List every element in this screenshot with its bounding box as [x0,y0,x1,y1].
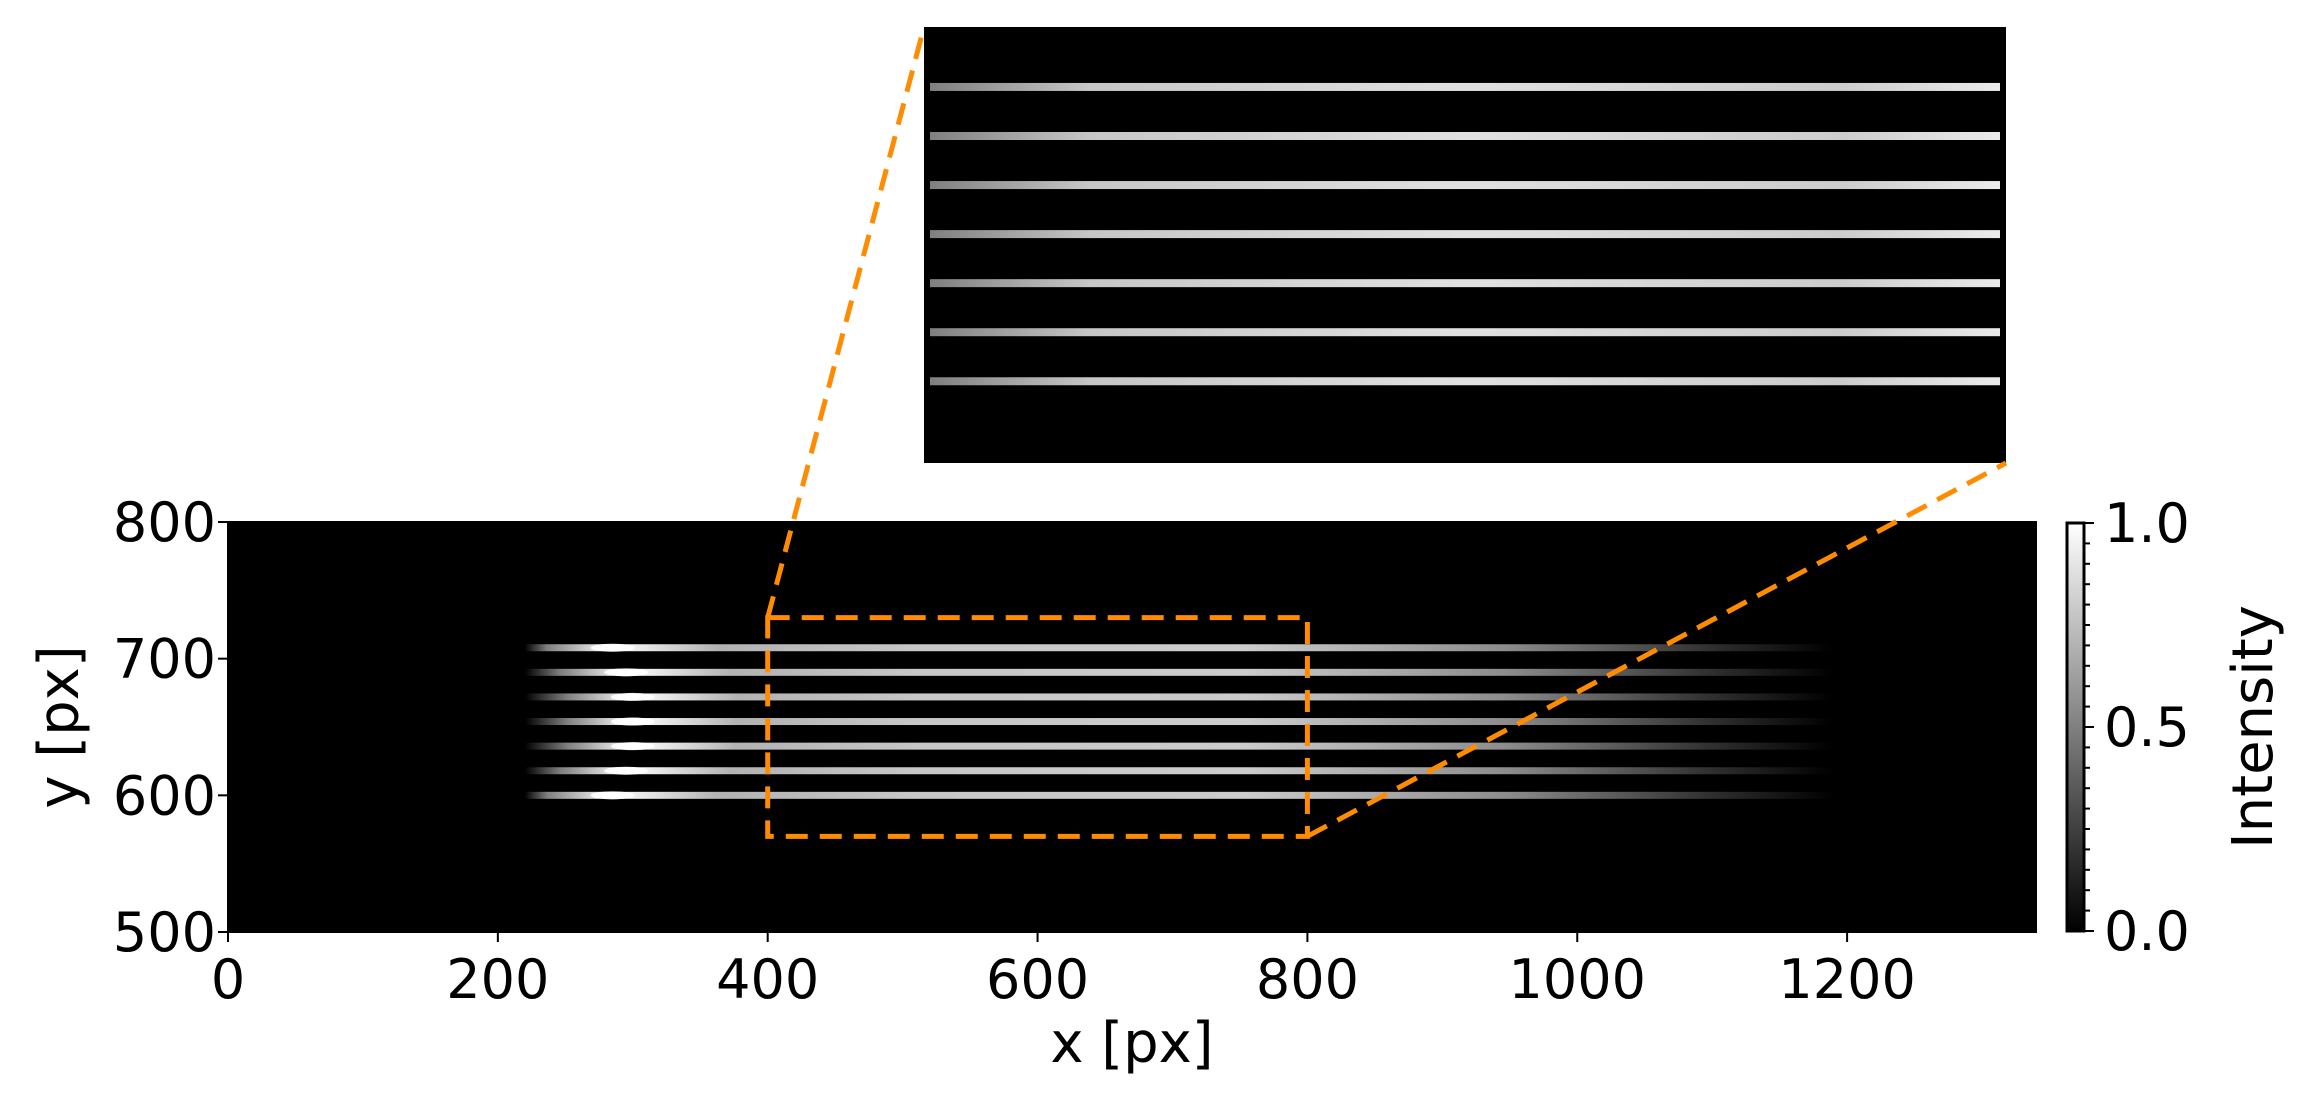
stripe [524,767,1834,775]
inset-stripe [930,230,2000,239]
inset-stripe [930,279,2000,288]
x-axis: 0 200 400 600 800 1000 1200 [211,932,1916,1011]
stripe-peak [610,742,655,751]
stripe [524,791,1834,799]
stripe-peak [590,643,635,652]
inset-stripe [930,82,2000,91]
zoom-box [765,615,1310,839]
x-tick-label: 400 [716,948,819,1011]
zoom-connector-right [1306,460,2008,839]
zoom-indicator [765,26,2008,839]
y-tick-label: 800 [113,491,216,554]
inset-stripe [930,377,2000,386]
inset-stripes [930,82,2000,386]
stripe [524,668,1834,676]
stripe-peak [590,791,635,800]
inset-stripe [930,328,2000,337]
stripe [524,644,1834,652]
main-stripes [524,643,1834,800]
y-tick-label: 700 [113,628,216,691]
inset-plot [924,27,2006,463]
colorbar-label: Intensity [2221,605,2286,849]
stripe-peak [604,766,649,775]
colorbar-tick-label: 0.5 [2104,696,2190,759]
y-tick-label: 600 [113,764,216,827]
inset-background [924,27,2006,463]
colorbar: 0.0 0.5 1.0 Intensity [2065,492,2286,963]
inset-stripe [930,181,2000,190]
x-tick-label: 0 [211,948,245,1011]
y-tick-label: 500 [113,901,216,964]
y-axis: 500 600 700 800 [113,491,228,964]
x-axis-label: x [px] [1050,1011,1213,1076]
colorbar-tick-label: 1.0 [2104,492,2190,555]
main-plot: 0 200 400 600 800 1000 1200 500 600 700 800 x [px… [27,491,2037,1076]
inset-stripe [930,132,2000,140]
colorbar-ticks: 0.0 0.5 1.0 [2084,492,2190,963]
x-tick-label: 1000 [1509,948,1646,1011]
y-axis-label: y [px] [27,645,92,808]
main-plot-frame [227,521,2037,933]
x-tick-label: 600 [986,948,1089,1011]
colorbar-tick-label: 0.0 [2104,900,2190,963]
x-tick-label: 1200 [1778,948,1915,1011]
main-plot-background [228,522,2036,932]
stripe [524,718,1834,726]
stripe-peak [604,668,649,677]
stripe [524,742,1834,750]
stripe [524,693,1834,701]
stripe-peak [610,717,655,726]
x-tick-label: 200 [446,948,549,1011]
stripe-peak [610,692,655,701]
colorbar-gradient [2065,521,2086,933]
x-tick-label: 800 [1256,948,1359,1011]
